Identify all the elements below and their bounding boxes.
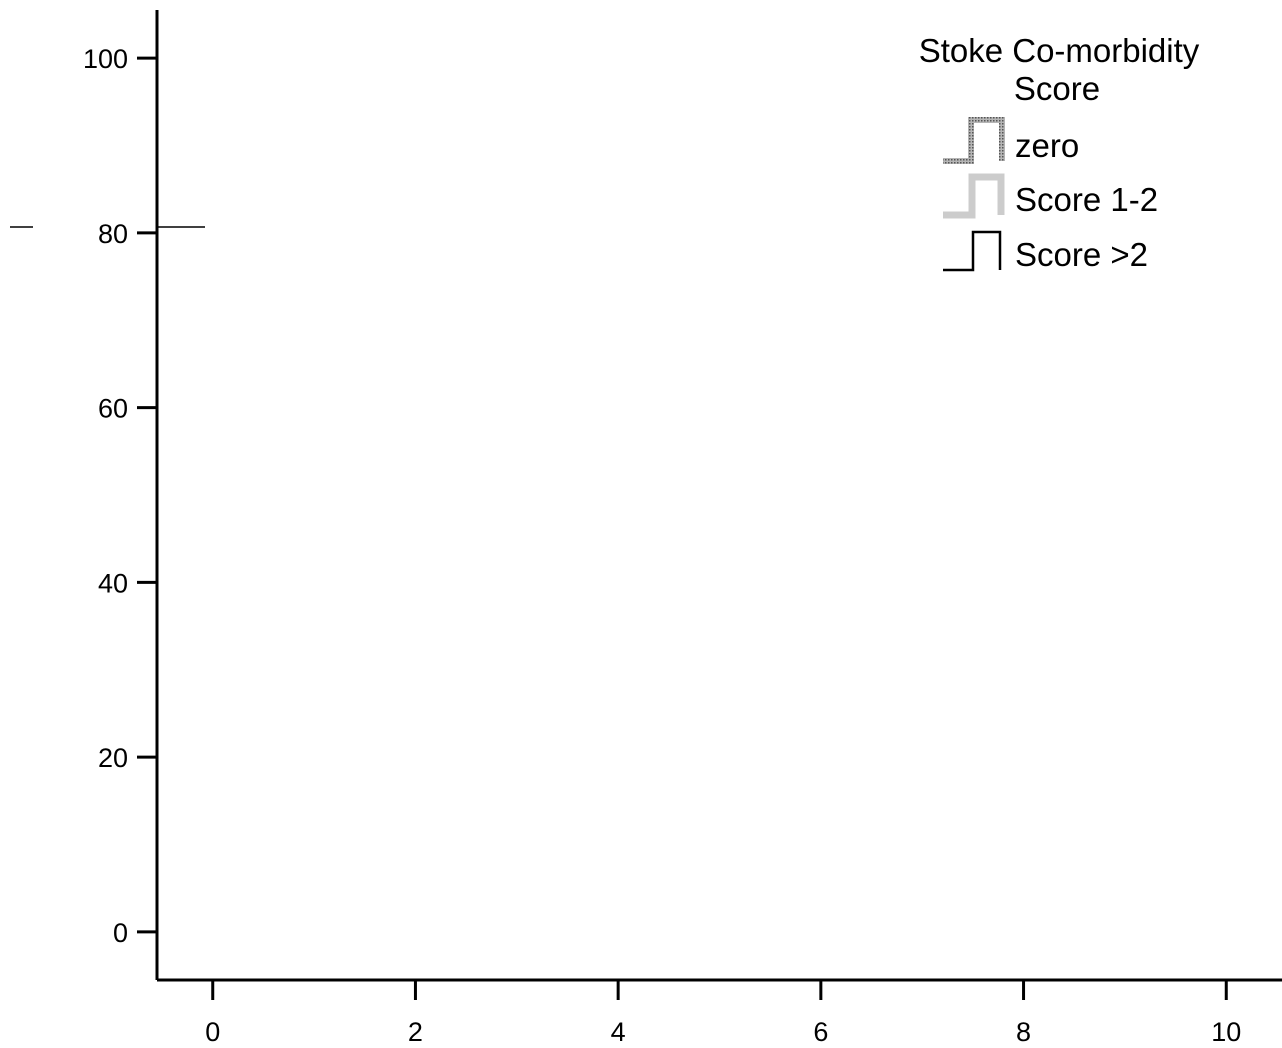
legend-entry-zero: zero [943,117,1079,164]
x-tick-label: 8 [1016,1017,1031,1047]
legend-swatch-score-gt-2 [943,230,1002,272]
y-tick-label: 0 [113,918,128,948]
x-tick-label: 2 [408,1017,423,1047]
legend-title-line-1: Stoke Co-morbidity [919,32,1200,69]
legend-label-score-1-2: Score 1-2 [1015,181,1158,218]
y-tick-label: 80 [98,219,128,249]
legend-label-zero: zero [1015,127,1079,164]
x-tick-label: 0 [205,1017,220,1047]
legend-entry-score-gt-2: Score >2 [943,230,1148,273]
legend-label-score-gt-2: Score >2 [1015,236,1148,273]
legend-swatch-score-1-2 [943,173,1005,219]
x-tick-label: 10 [1211,1017,1241,1047]
y-tick-label: 60 [98,394,128,424]
x-tick-label: 6 [813,1017,828,1047]
legend-entry-score-1-2: Score 1-2 [943,173,1158,219]
x-tick-label: 4 [611,1017,626,1047]
y-tick-label: 40 [98,568,128,598]
y-tick-label: 100 [83,44,128,74]
y-axis-ticks: 0 20 40 60 80 100 [83,44,157,948]
legend: Stoke Co-morbidity Score zero Score 1-2 … [919,32,1200,273]
axes-frame [155,10,1282,982]
y-tick-label: 20 [98,743,128,773]
legend-swatch-zero [943,117,1005,164]
legend-title-line-2: Score [1014,70,1100,107]
x-axis-ticks: 0 2 4 6 8 10 [205,980,1241,1047]
